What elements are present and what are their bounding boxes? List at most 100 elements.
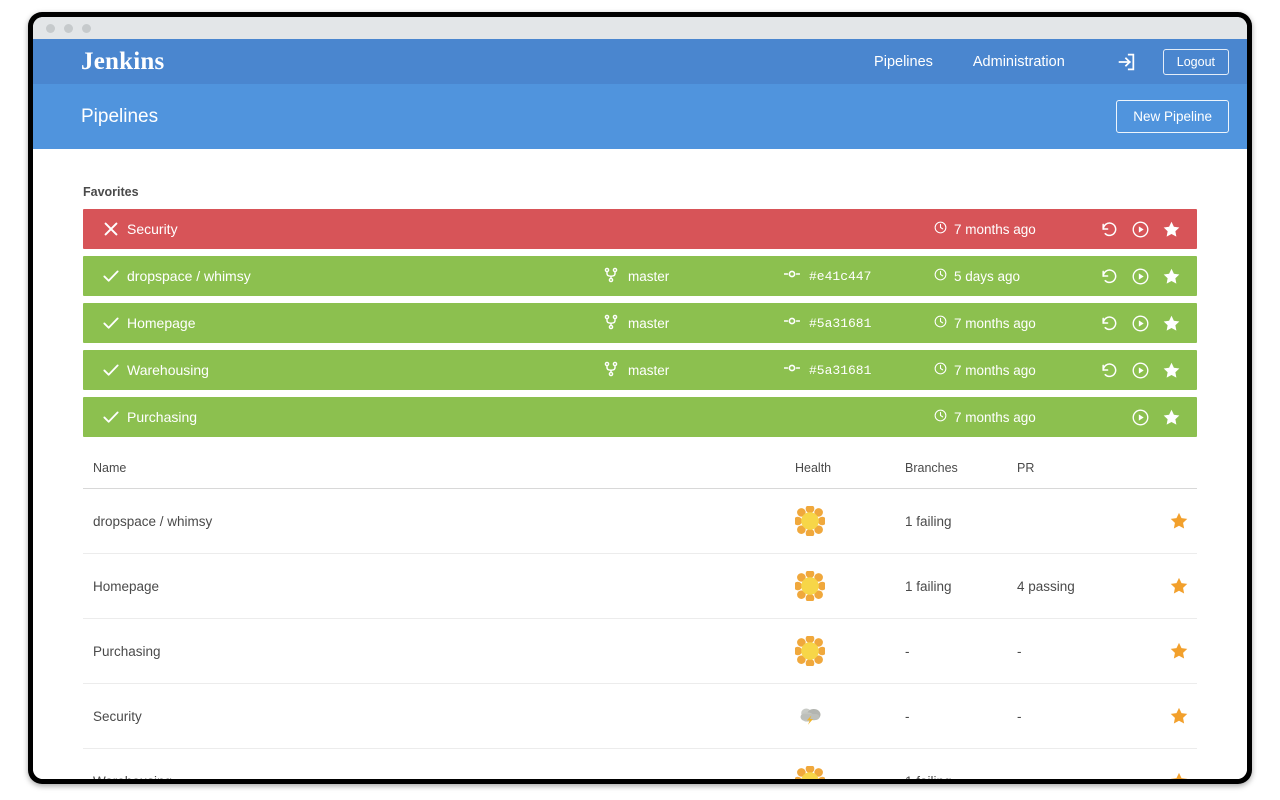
favorite-pipeline-name: Purchasing (127, 409, 198, 425)
cell-pipeline-name: Purchasing (83, 618, 795, 684)
close-x-icon (101, 219, 127, 239)
cell-pipeline-name: Homepage (83, 553, 795, 619)
replay-icon[interactable] (1100, 220, 1119, 239)
column-header-favorite (1137, 451, 1197, 489)
star-filled-icon[interactable] (1169, 576, 1189, 596)
column-header-branches[interactable]: Branches (905, 451, 1017, 489)
favorite-card[interactable]: Homepage master #5a31681 7 months ago (83, 303, 1197, 343)
favorite-star-icon[interactable] (1162, 220, 1181, 239)
favorite-pipeline-name: Security (127, 221, 178, 237)
favorite-pipeline-name: Warehousing (127, 362, 209, 378)
check-icon (101, 360, 127, 380)
window-maximize-dot[interactable] (82, 23, 91, 33)
run-icon[interactable] (1131, 267, 1150, 286)
cell-favorite (1137, 618, 1197, 684)
weather-sunny-icon (795, 636, 905, 666)
run-icon[interactable] (1131, 361, 1150, 380)
star-filled-icon[interactable] (1169, 511, 1189, 531)
cell-favorite (1137, 683, 1197, 749)
star-filled-icon[interactable] (1169, 641, 1189, 661)
star-filled-icon[interactable] (1169, 706, 1189, 726)
logout-arrow-icon[interactable] (1115, 51, 1137, 73)
browser-titlebar (33, 17, 1247, 39)
favorite-actions (1089, 220, 1181, 239)
commit-icon (783, 313, 801, 333)
table-row[interactable]: dropspace / whimsy 1 failing (83, 488, 1197, 554)
favorite-card[interactable]: Warehousing master #5a31681 7 months ago (83, 350, 1197, 390)
timestamp-label: 7 months ago (954, 221, 1036, 237)
nav-pipelines[interactable]: Pipelines (874, 53, 933, 70)
clock-icon (934, 362, 947, 378)
cell-health (795, 618, 905, 684)
run-icon[interactable] (1131, 408, 1150, 427)
browser-window: Jenkins Pipelines Administration Logout … (28, 12, 1252, 784)
branch-label: master (628, 268, 670, 284)
favorite-commit: #5a31681 (783, 313, 934, 333)
favorite-branch: master (604, 361, 784, 380)
favorite-actions (1089, 361, 1181, 380)
favorites-list: Security 7 months ago dropspace / whimsy ma… (83, 209, 1197, 437)
star-filled-icon[interactable] (1169, 771, 1189, 779)
favorite-timestamp: 7 months ago (934, 409, 1089, 425)
pipelines-table: Name Health Branches PR dropspace / whim… (83, 451, 1197, 779)
favorite-star-icon[interactable] (1162, 267, 1181, 286)
jenkins-logo[interactable]: Jenkins (81, 47, 165, 75)
favorite-timestamp: 7 months ago (934, 315, 1089, 331)
commit-hash: #5a31681 (809, 315, 872, 331)
branch-label: master (628, 362, 670, 378)
column-header-name[interactable]: Name (83, 451, 795, 489)
table-row[interactable]: Security - - (83, 683, 1197, 749)
favorite-commit: #5a31681 (783, 360, 934, 380)
favorite-card[interactable]: Security 7 months ago (83, 209, 1197, 249)
favorite-branch: master (604, 267, 784, 286)
replay-icon[interactable] (1100, 314, 1119, 333)
cell-health (795, 553, 905, 619)
replay-icon[interactable] (1100, 361, 1119, 380)
favorite-star-icon[interactable] (1162, 314, 1181, 333)
page-header: Pipelines New Pipeline (33, 84, 1247, 149)
logout-button[interactable]: Logout (1162, 48, 1229, 75)
cell-branches: - (905, 618, 1017, 684)
column-header-pr[interactable]: PR (1017, 451, 1137, 489)
nav-administration[interactable]: Administration (972, 53, 1065, 70)
cell-pr: - (1017, 618, 1137, 684)
commit-icon (783, 266, 801, 286)
favorite-card[interactable]: Purchasing 7 months ago (83, 397, 1197, 437)
run-icon[interactable] (1131, 314, 1150, 333)
favorite-timestamp: 7 months ago (934, 362, 1089, 378)
branch-icon (604, 314, 618, 333)
weather-sunny-icon (795, 766, 905, 779)
favorite-actions (1089, 267, 1181, 286)
favorite-pipeline-name: dropspace / whimsy (127, 268, 251, 284)
new-pipeline-button[interactable]: New Pipeline (1116, 100, 1229, 133)
cell-pipeline-name: dropspace / whimsy (83, 488, 795, 554)
cell-branches: 1 failing (905, 748, 1017, 779)
favorite-star-icon[interactable] (1162, 361, 1181, 380)
cell-pr: - (1017, 683, 1137, 749)
pipelines-table-header: Name Health Branches PR (83, 451, 1197, 489)
cell-pr (1017, 488, 1137, 554)
table-header-row: Name Health Branches PR (83, 451, 1197, 489)
table-row[interactable]: Homepage 1 failing 4 passing (83, 553, 1197, 619)
check-icon (101, 266, 127, 286)
cell-pipeline-name: Security (83, 683, 795, 749)
cell-health (795, 488, 905, 554)
cell-favorite (1137, 488, 1197, 554)
branch-icon (604, 361, 618, 380)
replay-icon[interactable] (1100, 267, 1119, 286)
window-close-dot[interactable] (46, 23, 55, 33)
favorite-star-icon[interactable] (1162, 408, 1181, 427)
branch-label: master (628, 315, 670, 331)
table-row[interactable]: Purchasing - - (83, 618, 1197, 684)
favorite-card[interactable]: dropspace / whimsy master #e41c447 5 days a… (83, 256, 1197, 296)
check-icon (101, 313, 127, 333)
run-icon[interactable] (1131, 220, 1150, 239)
column-header-health[interactable]: Health (795, 451, 905, 489)
main-content: Favorites Security 7 months ago dropspace … (33, 149, 1247, 779)
weather-sunny-icon (795, 571, 905, 601)
clock-icon (934, 268, 947, 284)
table-row[interactable]: Warehousing 1 failing (83, 748, 1197, 779)
cell-favorite (1137, 553, 1197, 619)
clock-icon (934, 409, 947, 425)
window-minimize-dot[interactable] (64, 23, 73, 33)
